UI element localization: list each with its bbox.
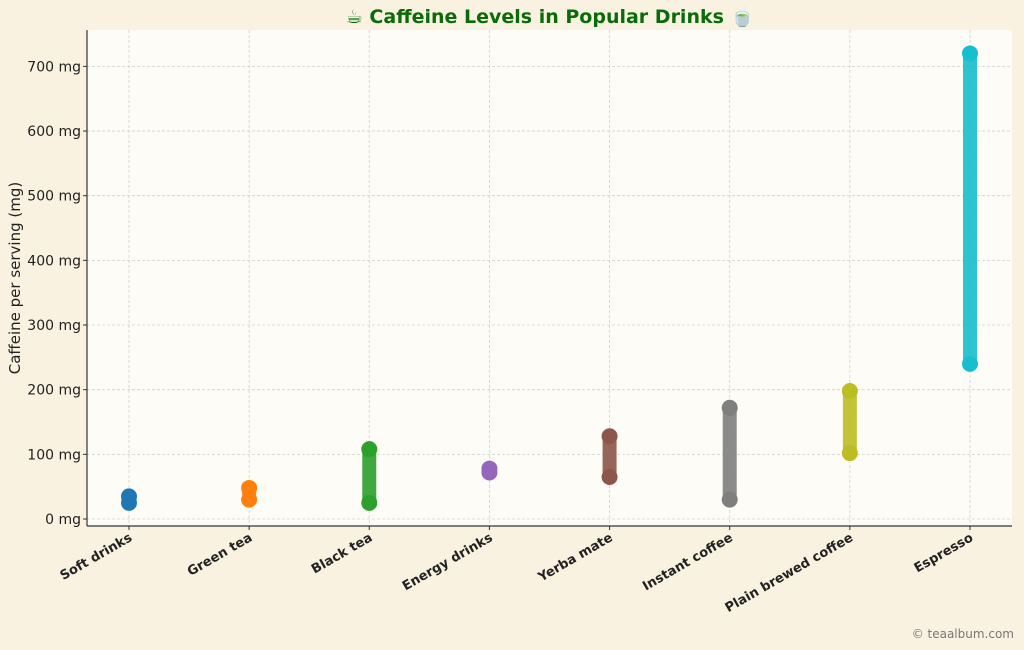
y-tick-label: 200 mg [27, 383, 81, 399]
y-axis-label: Caffeine per serving (mg) [6, 182, 24, 374]
range-max-marker [721, 399, 738, 416]
y-tick-label: 400 mg [27, 253, 81, 269]
chart-title: ☕ Caffeine Levels in Popular Drinks 🍵 [345, 6, 755, 28]
y-tick-label: 700 mg [27, 59, 81, 75]
x-tick-label: Instant coffee [640, 530, 736, 594]
y-tick-label: 500 mg [27, 189, 81, 205]
range-min-marker [601, 468, 618, 485]
x-tick-label: Espresso [912, 530, 976, 576]
plot-area [87, 30, 1012, 526]
x-tick-label: Green tea [185, 530, 255, 579]
range-min-marker [361, 494, 378, 511]
range-min-marker [841, 445, 858, 462]
y-tick-label: 600 mg [27, 124, 81, 140]
range-max-marker [241, 479, 258, 496]
x-tick-label: Black tea [309, 530, 375, 577]
y-tick-label: 100 mg [27, 447, 81, 463]
x-tick-label: Soft drinks [58, 530, 135, 583]
range-max-marker [481, 460, 498, 477]
range-min-marker [962, 355, 978, 372]
x-tick-label: Plain brewed coffee [723, 530, 856, 616]
range-max-marker [962, 45, 978, 62]
range-max-marker [841, 382, 858, 399]
range-max-marker [361, 441, 378, 458]
range-min-marker [721, 491, 738, 508]
x-tick-label: Yerba mate [535, 530, 616, 585]
range-min-marker [241, 491, 258, 508]
credit-text: © teaalbum.com [911, 627, 1014, 641]
range-max-marker [601, 428, 618, 445]
range-max-marker [121, 488, 137, 505]
y-tick-label: 0 mg [45, 512, 81, 528]
y-tick-label: 300 mg [27, 318, 81, 334]
x-tick-label: Energy drinks [400, 530, 496, 594]
